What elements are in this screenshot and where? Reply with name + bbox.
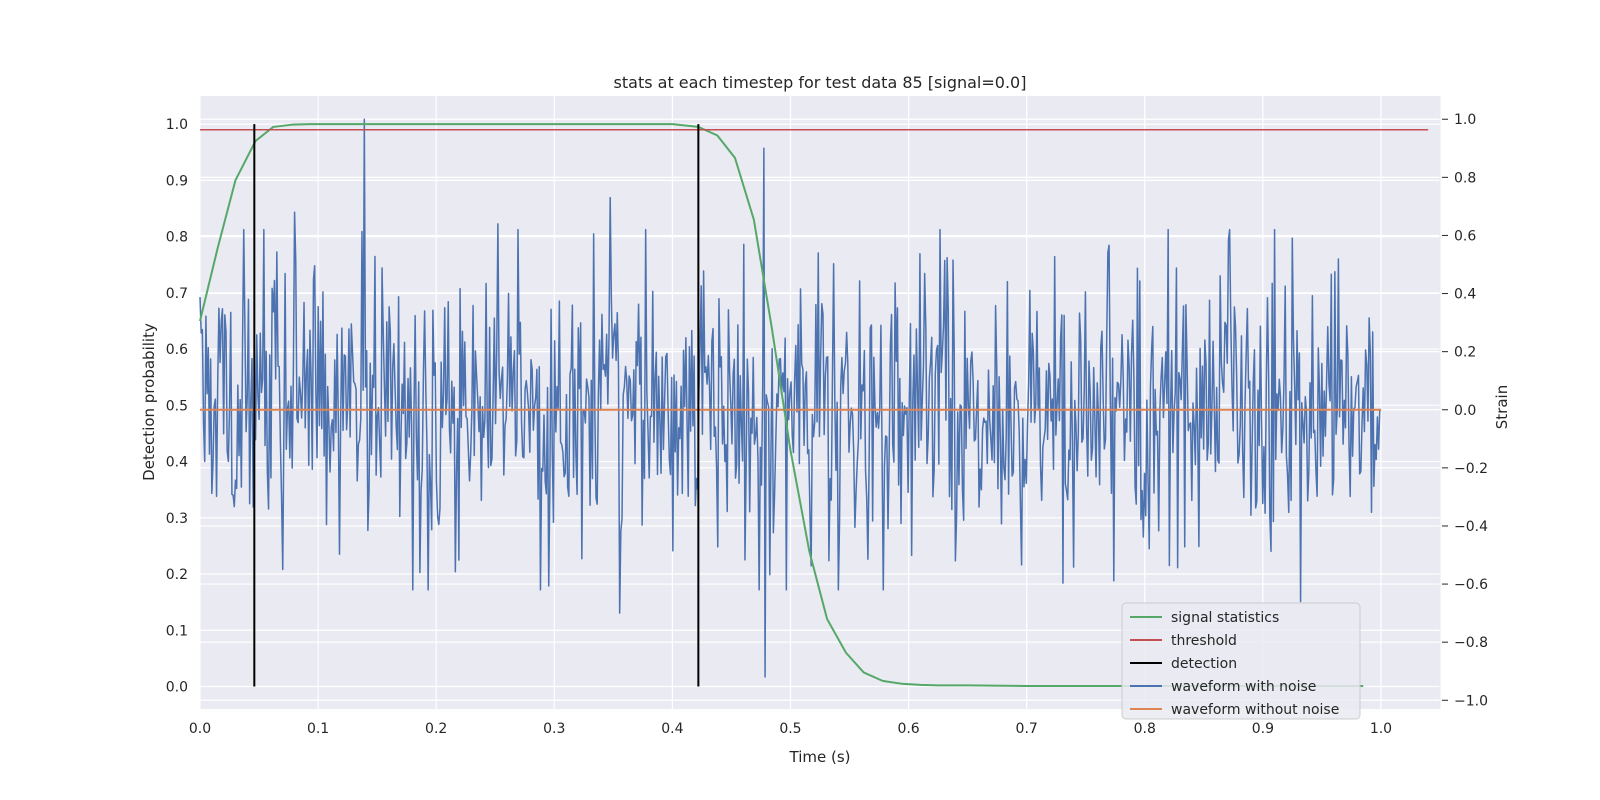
x-axis: 0.0 0.1 0.2 0.3 0.4 0.5 0.6 0.7 0.8 0.9 1.0 [189,721,1392,737]
right-tick-label: −0.2 [1454,461,1488,477]
x-tick-label: 0.3 [543,721,565,737]
y-tick-label: 0.7 [166,286,188,302]
legend-box [1121,602,1361,720]
legend-label-detection: detection [1171,656,1237,672]
legend-label-waveform-without-noise: waveform without noise [1171,702,1339,718]
x-tick-label: 0.7 [1016,721,1038,737]
series-layer [199,118,1429,687]
x-tick-label: 0.4 [661,721,683,737]
x-tick-label: 0.5 [779,721,801,737]
right-tick-label: 0.8 [1454,170,1476,186]
right-tick-label: 0.6 [1454,228,1476,244]
right-tick-label: −0.4 [1454,519,1488,535]
legend-label-waveform-with-noise: waveform with noise [1171,679,1316,695]
legend: signal statistics threshold detection wa… [1121,602,1361,720]
right-tick-label: −0.8 [1454,635,1488,651]
x-tick-label: 0.6 [897,721,919,737]
right-tick-label: 0.2 [1454,345,1476,361]
y-tick-label: 0.9 [166,173,188,189]
y-tick-label: 0.4 [166,455,188,471]
y-tick-label: 0.0 [166,680,188,696]
right-tick-label: −1.0 [1454,693,1488,709]
right-tick-label: −0.6 [1454,577,1488,593]
legend-label-signal-statistics: signal statistics [1171,610,1279,626]
right-tick-label: 0.4 [1454,287,1476,303]
x-tick-label: 0.1 [307,721,329,737]
y-tick-label: 0.1 [166,623,188,639]
y-axis-title: Detection probability [140,323,158,481]
x-tick-label: 0.8 [1134,721,1156,737]
series-waveform-with-noise [199,118,1382,678]
x-tick-label: 0.2 [425,721,447,737]
x-tick-label: 0.0 [189,721,211,737]
y-tick-label: 0.8 [166,230,188,246]
right-tick-label: 1.0 [1454,112,1476,128]
right-axis: −1.0 −0.8 −0.6 −0.4 −0.2 0.0 0.2 0.4 0.6 0.8 1.0 [1439,96,1488,709]
legend-label-threshold: threshold [1171,633,1237,649]
y-tick-label: 1.0 [166,117,188,133]
right-tick-label: 0.0 [1454,403,1476,419]
right-axis-title: Strain [1493,385,1511,429]
y-tick-label: 0.6 [166,342,188,358]
x-tick-label: 0.9 [1252,721,1274,737]
y-tick-label: 0.2 [166,567,188,583]
series-signal-statistics [199,123,1364,687]
x-axis-title: Time (s) [789,748,851,766]
left-axis: 0.0 0.1 0.2 0.3 0.4 0.5 0.6 0.7 0.8 0.9 1.0 [166,117,188,695]
chart-title: stats at each timestep for test data 85 … [614,73,1027,92]
y-tick-label: 0.3 [166,511,188,527]
y-tick-label: 0.5 [166,398,188,414]
x-tick-label: 1.0 [1370,721,1392,737]
